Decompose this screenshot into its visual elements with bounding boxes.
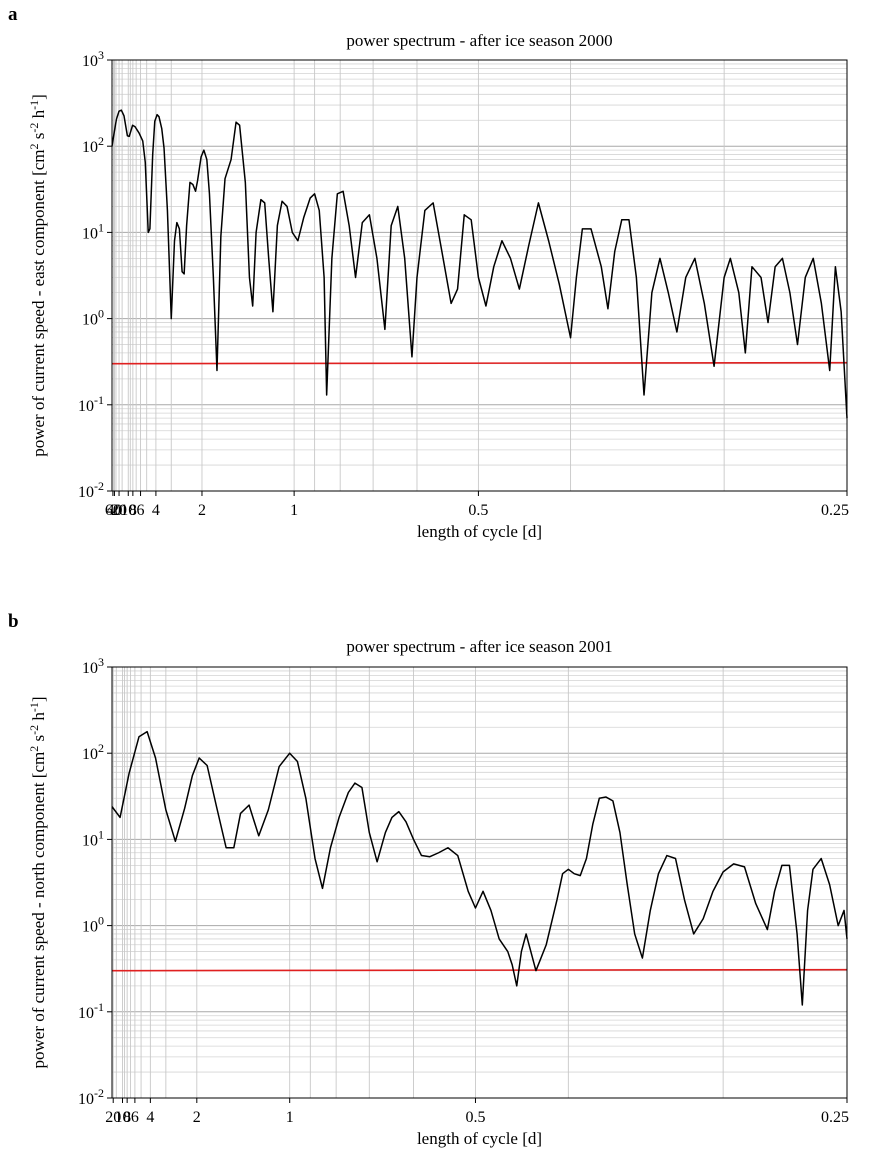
x-tick-label: 20	[105, 1109, 121, 1126]
y-tick-label: 100	[82, 307, 104, 329]
x-tick-label: 10	[115, 1109, 131, 1126]
y-tick-label: 10-2	[78, 479, 104, 501]
x-tick-label: 2	[198, 502, 206, 519]
y-tick-label: 102	[82, 741, 104, 763]
spectrum-series-line	[111, 109, 848, 419]
x-tick-label: 1	[286, 1109, 294, 1126]
plot-frame	[111, 666, 848, 1099]
significance-threshold-line	[111, 361, 848, 365]
y-tick-label: 101	[82, 827, 104, 849]
x-axis-label: length of cycle [d]	[417, 522, 542, 541]
significance-threshold-line	[111, 968, 848, 972]
spectrum-series-line	[111, 730, 848, 1006]
y-tick-label: 102	[82, 134, 104, 156]
x-tick-label: 8	[123, 1109, 131, 1126]
y-tick-label: 101	[82, 220, 104, 242]
x-tick-label: 10	[120, 502, 136, 519]
panel-letter: a	[8, 4, 18, 25]
chart-panel-a: a power spectrum - after ice season 2000 1…	[8, 4, 849, 541]
x-tick-label: 4	[152, 502, 160, 519]
x-tick-label: 1	[290, 502, 298, 519]
plot-frame	[111, 59, 848, 492]
x-tick-label: 40	[106, 502, 122, 519]
y-tick-label: 103	[82, 655, 104, 677]
x-tick-label: 6	[131, 1109, 139, 1126]
x-tick-label: 60	[105, 502, 121, 519]
chart-title: power spectrum - after ice season 2000	[346, 31, 612, 50]
x-tick-label: 6	[137, 502, 145, 519]
y-tick-label: 103	[82, 48, 104, 70]
x-tick-label: 0.25	[821, 1109, 849, 1126]
y-tick-label: 10-1	[78, 393, 104, 415]
x-tick-label: 4	[146, 1109, 154, 1126]
y-tick-label: 10-2	[78, 1086, 104, 1108]
grid	[112, 60, 847, 492]
x-tick-label: 8	[129, 502, 137, 519]
x-axis-label: length of cycle [d]	[417, 1129, 542, 1148]
y-tick-label: 10-1	[78, 1000, 104, 1022]
x-tick-label: 2	[193, 1109, 201, 1126]
y-axis-label: power of current speed - north component…	[27, 696, 48, 1068]
x-tick-label: 20	[111, 502, 127, 519]
grid	[112, 667, 847, 1099]
y-tick-label: 100	[82, 914, 104, 936]
chart-title: power spectrum - after ice season 2001	[346, 637, 612, 656]
y-axis-label: power of current speed - east component …	[27, 94, 48, 457]
x-tick-label: 0.5	[465, 1109, 485, 1126]
x-tick-label: 0.5	[468, 502, 488, 519]
chart-panel-b: b power spectrum - after ice season 2001 1…	[8, 611, 849, 1148]
x-tick-label: 0.25	[821, 502, 849, 519]
panel-letter: b	[8, 611, 19, 632]
